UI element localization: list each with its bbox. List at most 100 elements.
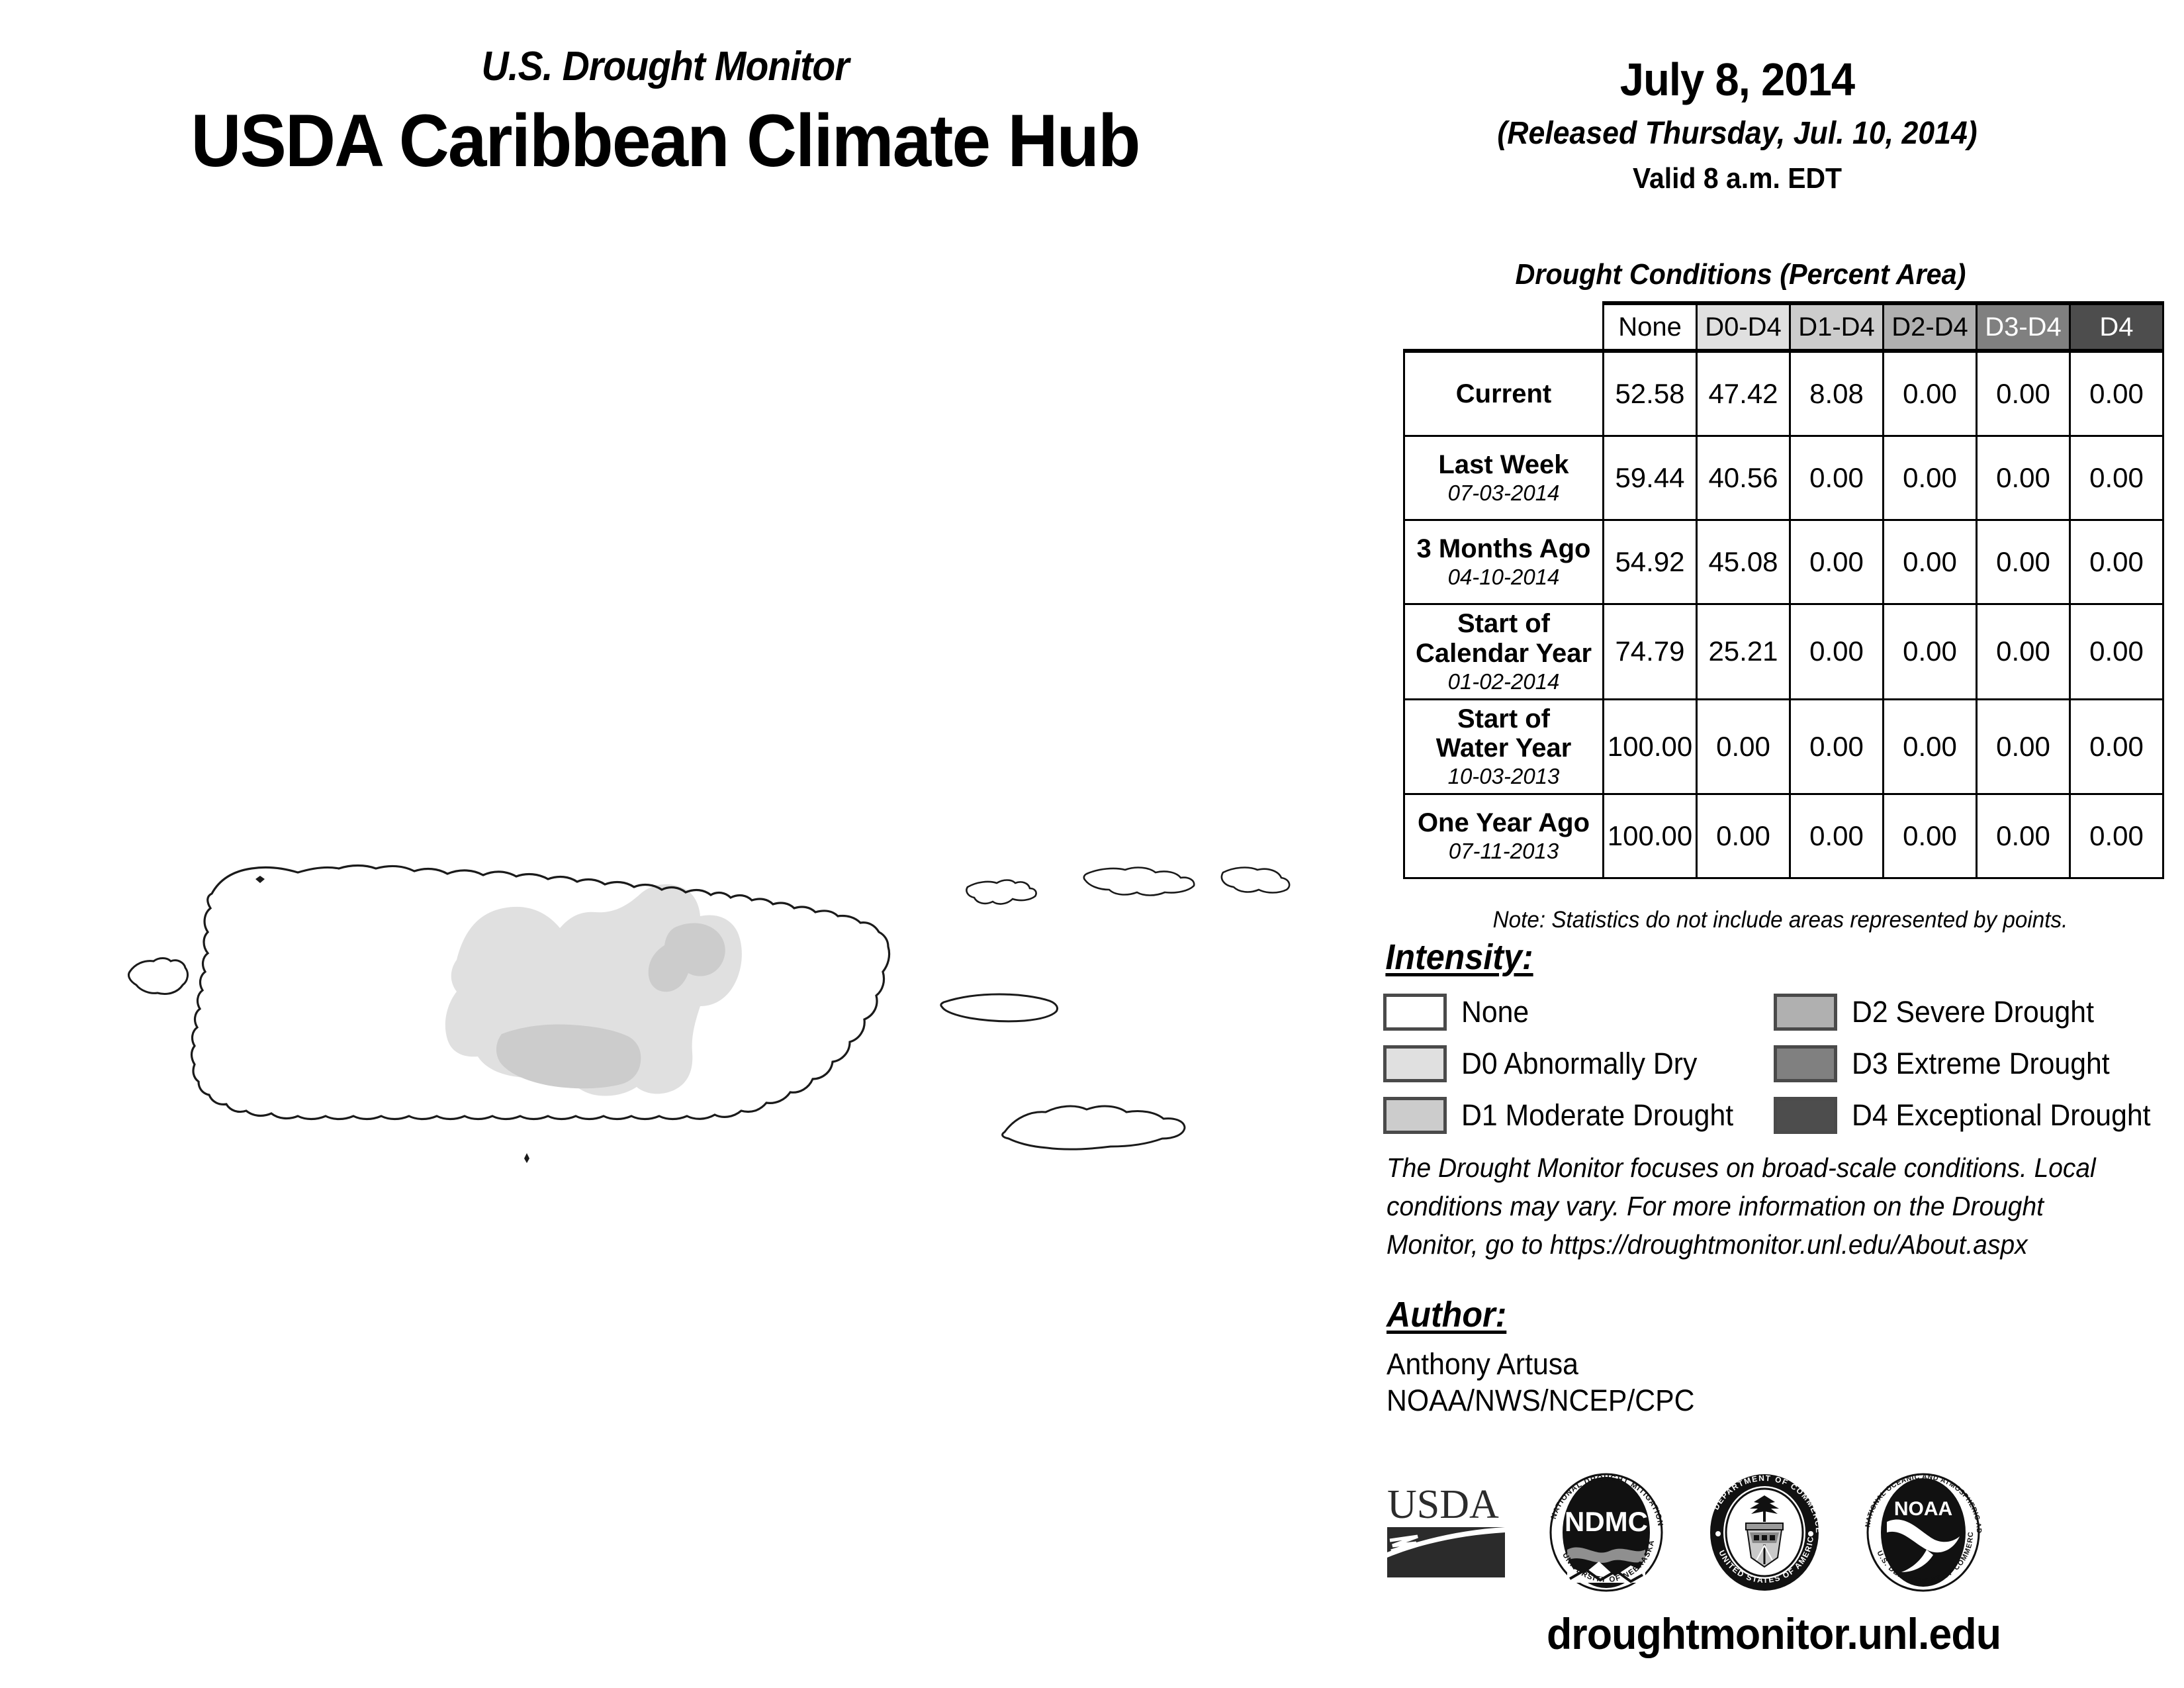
st-john-outline [1220,867,1291,894]
puerto-rico-outline [190,864,891,1121]
caribbean-drought-map [127,864,1291,1163]
row-date: 04-10-2014 [1447,564,1560,589]
disclaimer-text: The Drought Monitor focuses on broad-sca… [1387,1152,2096,1260]
ndmc-logo: NDMC NATIONAL DROUGHT MITIGATION CENTER … [1543,1473,1664,1592]
col-header-none: None [1602,301,1698,352]
svg-text:NOAA: NOAA [1894,1498,1952,1520]
cell-none: 52.58 [1602,349,1698,437]
cell-d3-d4: 0.00 [1976,793,2071,880]
vieques-outline [940,993,1059,1023]
legend-swatch-icon [1383,994,1447,1031]
cell-d0-d4: 40.56 [1696,435,1791,521]
cell-d0-d4: 0.00 [1696,698,1791,796]
doc-seal: DEPARTMENT OF COMMERCE UNITED STATES OF … [1704,1473,1823,1591]
cell-d3-d4: 0.00 [1976,519,2071,605]
legend-item-none: None [1383,986,1767,1038]
col-header-d1d4: D1-D4 [1789,301,1884,352]
cell-d1-d4: 0.00 [1789,603,1884,700]
cell-d0-d4: 47.42 [1696,349,1791,437]
cell-d0-d4: 45.08 [1696,519,1791,605]
legend-item-d4: D4 Exceptional Drought [1774,1090,2158,1141]
table-row: Last Week 07-03-2014 59.44 40.56 0.00 0.00 0.0… [1403,435,2164,521]
cell-d2-d4: 0.00 [1882,349,1978,437]
table-row: One Year Ago 07-11-2013 100.00 0.00 0.00 0.00… [1403,793,2164,880]
st-croix-outline [1001,1105,1186,1150]
table-note: Note: Statistics do not include areas re… [1492,907,2068,933]
cell-d4: 0.00 [2069,698,2164,796]
col-header-d3d4: D3-D4 [1976,301,2071,352]
legend-label: D1 Moderate Drought [1461,1098,1734,1132]
table-row: Current 52.58 47.42 8.08 0.00 0.00 0.00 [1403,349,2164,437]
row-date: 07-11-2013 [1448,839,1559,864]
cell-d1-d4: 0.00 [1789,435,1884,521]
legend-swatch-icon [1774,1045,1837,1082]
usda-logo: USDA [1387,1482,1505,1577]
cell-d0-d4: 0.00 [1696,793,1791,880]
cell-d1-d4: 0.00 [1789,793,1884,880]
legend-item-d3: D3 Extreme Drought [1774,1038,2158,1090]
cell-d2-d4: 0.00 [1882,435,1978,521]
legend-swatch-icon [1774,994,1837,1031]
logo-row: USDA NDMC NATIONAL DROUGHT MITIGATION CE… [1383,1466,2164,1599]
cell-none: 54.92 [1602,519,1698,605]
legend-swatch-icon [1383,1045,1447,1082]
author-organization: NOAA/NWS/NCEP/CPC [1387,1383,1695,1417]
cell-d4: 0.00 [2069,603,2164,700]
legend-item-d0: D0 Abnormally Dry [1383,1038,1767,1090]
cell-d1-d4: 8.08 [1789,349,1884,437]
cell-d0-d4: 25.21 [1696,603,1791,700]
date-block: July 8, 2014 (Released Thursday, Jul. 10… [1350,53,2124,195]
row-label: One Year Ago 07-11-2013 [1403,793,1604,880]
cell-d4: 0.00 [2069,519,2164,605]
legend-label: D4 Exceptional Drought [1852,1098,2151,1132]
intensity-heading: Intensity: [1385,937,1533,977]
cell-d4: 0.00 [2069,435,2164,521]
row-label: Start of Calendar Year 01-02-2014 [1403,603,1604,700]
legend-label: D3 Extreme Drought [1852,1047,2110,1080]
cell-none: 100.00 [1602,793,1698,880]
release-date: (Released Thursday, Jul. 10, 2014) [1497,116,1978,151]
svg-text:USDA: USDA [1387,1482,1499,1527]
row-label: Current [1403,349,1604,437]
table-header-row: None D0-D4 D1-D4 D2-D4 D3-D4 D4 [1404,301,2164,352]
footer-url: droughtmonitor.unl.edu [1546,1609,2001,1658]
title-block: U.S. Drought Monitor USDA Caribbean Clim… [0,46,1330,180]
table-caption: Drought Conditions (Percent Area) [1515,258,1966,291]
intensity-legend: None D2 Severe Drought D0 Abnormally Dry D3… [1383,986,2164,1141]
cell-d3-d4: 0.00 [1976,698,2071,796]
cell-d2-d4: 0.00 [1882,519,1978,605]
cell-d4: 0.00 [2069,349,2164,437]
legend-swatch-icon [1383,1097,1447,1134]
row-label: 3 Months Ago 04-10-2014 [1403,519,1604,605]
table-corner-cell [1404,303,1604,351]
table-row: Start of Calendar Year 01-02-2014 74.79 25.2… [1403,603,2164,700]
cell-d2-d4: 0.00 [1882,793,1978,880]
col-header-d4: D4 [2069,301,2164,352]
caja-de-muertos-islet [524,1153,529,1163]
valid-time: Valid 8 a.m. EDT [1632,162,1843,195]
table-row: 3 Months Ago 04-10-2014 54.92 45.08 0.00 0.00… [1403,519,2164,605]
cell-d2-d4: 0.00 [1882,698,1978,796]
row-date: 10-03-2013 [1447,764,1560,789]
desecheo-islet [255,876,265,883]
drought-conditions-table: None D0-D4 D1-D4 D2-D4 D3-D4 D4 Current 5… [1403,301,2164,880]
row-date: 07-03-2014 [1447,480,1560,505]
cell-d1-d4: 0.00 [1789,519,1884,605]
page-title: USDA Caribbean Climate Hub [191,99,1140,182]
row-date: 01-02-2014 [1447,669,1560,694]
cell-none: 59.44 [1602,435,1698,521]
legend-label: None [1461,995,1529,1029]
legend-label: D2 Severe Drought [1852,995,2094,1029]
legend-item-d1: D1 Moderate Drought [1383,1090,1767,1141]
cell-d1-d4: 0.00 [1789,698,1884,796]
cell-d4: 0.00 [2069,793,2164,880]
table-row: Start of Water Year 10-03-2013 100.00 0.00 0.… [1403,698,2164,796]
svg-text:NDMC: NDMC [1565,1506,1648,1537]
cell-none: 100.00 [1602,698,1698,796]
row-label: Start of Water Year 10-03-2013 [1403,698,1604,796]
drought-area-d1-northeast [648,923,725,992]
st-thomas-outline [1083,867,1195,896]
legend-label: D0 Abnormally Dry [1461,1047,1698,1080]
mona-island-outline [127,957,189,995]
